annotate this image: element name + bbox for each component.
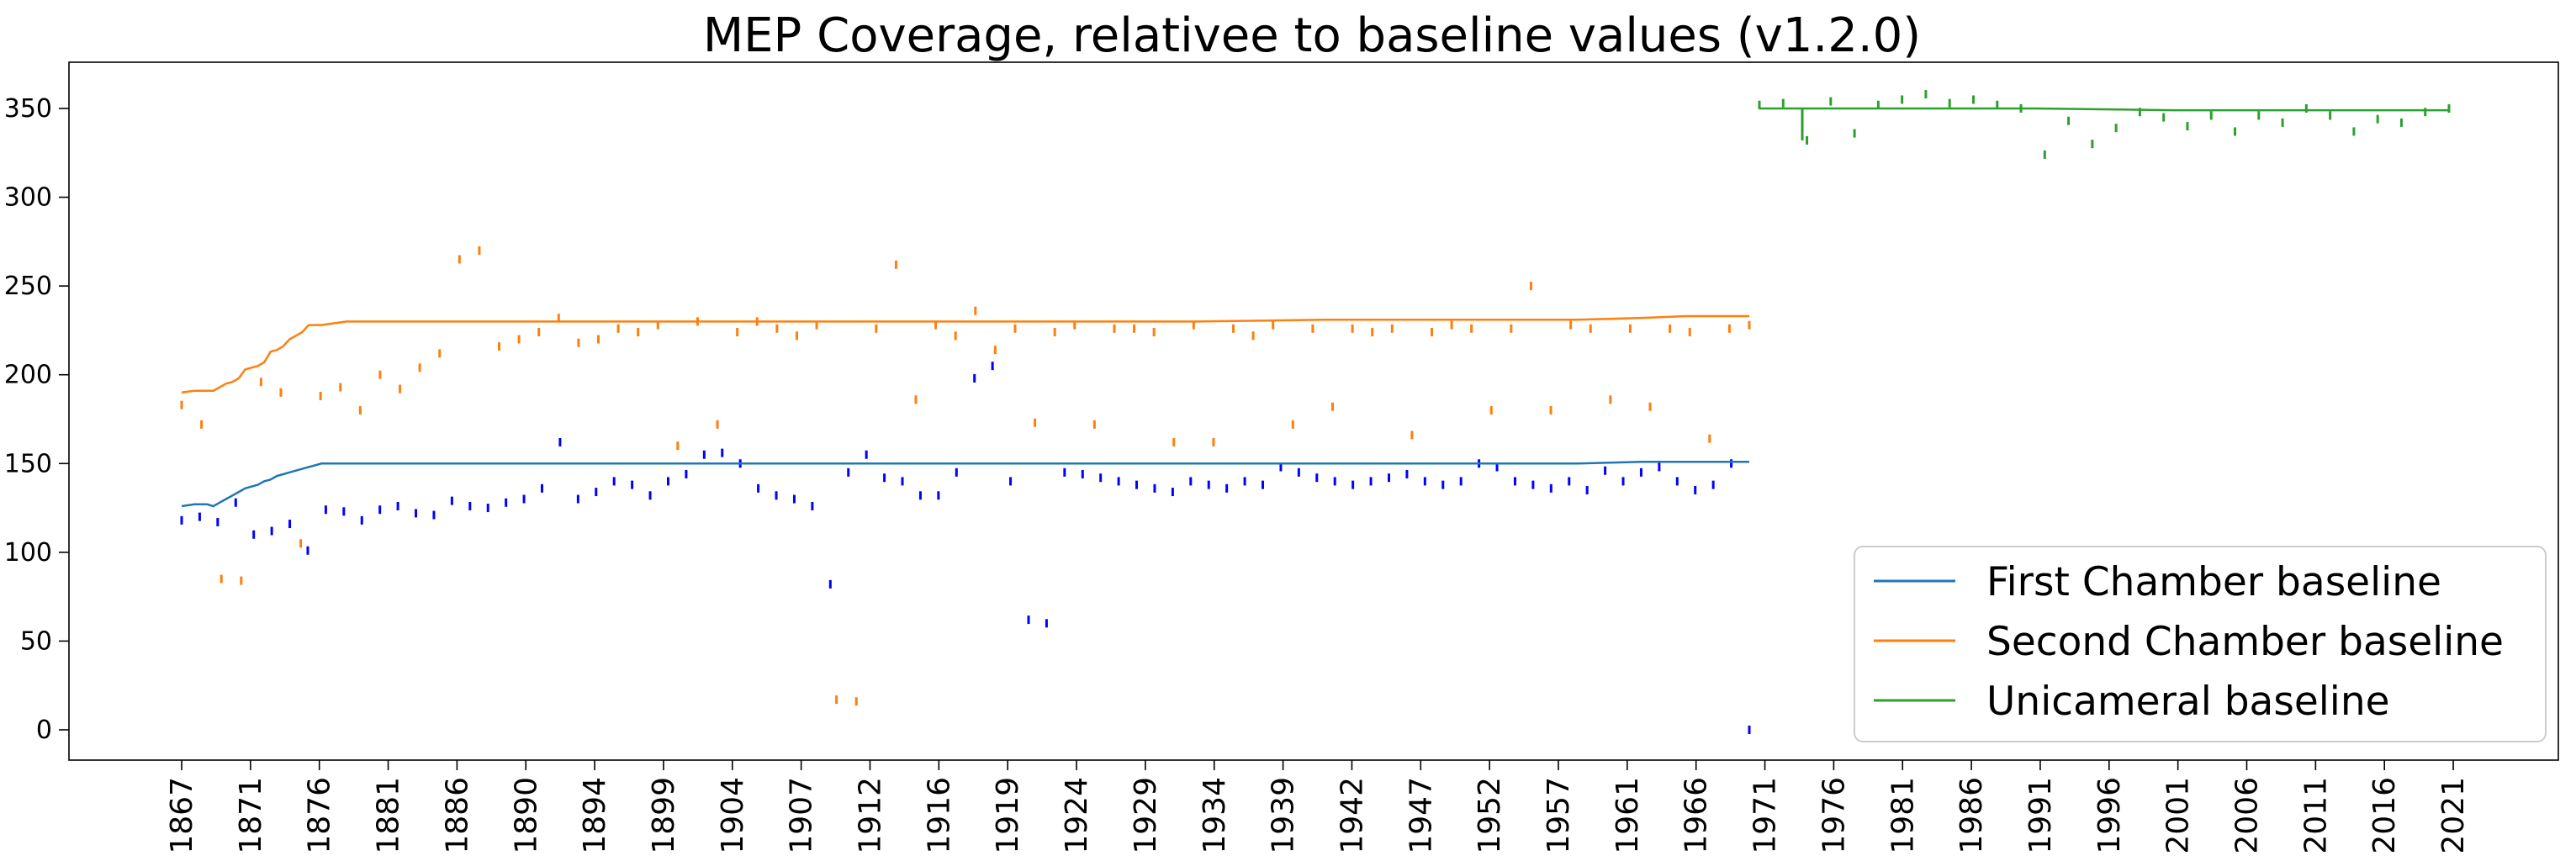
x-tick-label: 1912 xyxy=(854,777,888,854)
x-tick-label: 1934 xyxy=(1198,777,1232,854)
x-tick-label: 1916 xyxy=(922,777,956,854)
y-axis: 0 50 100 150 200 250 300 350 xyxy=(4,94,69,745)
y-tick-label: 150 xyxy=(4,449,52,478)
x-tick-label: 1957 xyxy=(1542,777,1576,854)
legend-label-unicameral: Unicameral baseline xyxy=(1986,679,2390,725)
x-tick-label: 1966 xyxy=(1679,777,1714,854)
x-tick-label: 1924 xyxy=(1060,777,1094,854)
x-tick-label: 2001 xyxy=(2161,777,2196,854)
x-tick-label: 2016 xyxy=(2367,777,2402,854)
y-tick-label: 200 xyxy=(4,361,52,390)
baseline-line-unicameral xyxy=(1759,107,2449,112)
x-tick-label: 1996 xyxy=(2092,777,2127,854)
x-tick-label: 1947 xyxy=(1404,777,1438,854)
baseline-line-second-chamber xyxy=(181,314,1749,394)
legend-label-second-chamber: Second Chamber baseline xyxy=(1986,619,2504,665)
x-tick-label: 1886 xyxy=(440,777,474,854)
baseline-line-first-chamber xyxy=(181,460,1749,508)
series-unicameral xyxy=(1758,90,2451,159)
y-tick-label: 0 xyxy=(36,716,52,745)
y-tick-label: 100 xyxy=(4,538,52,568)
series-first-chamber xyxy=(180,362,1751,734)
x-tick-label: 1929 xyxy=(1129,777,1163,854)
x-tick-label: 1867 xyxy=(165,777,199,854)
x-tick-label: 1899 xyxy=(647,777,681,854)
x-tick-label: 1881 xyxy=(372,777,406,854)
plot-area xyxy=(68,61,2559,761)
x-tick-label: 1876 xyxy=(303,777,337,854)
x-tick-label: 1976 xyxy=(1817,777,1851,854)
x-tick-label: 1971 xyxy=(1748,777,1783,854)
y-tick-label: 250 xyxy=(4,272,52,301)
x-tick-label: 2021 xyxy=(2436,777,2471,854)
x-tick-label: 1939 xyxy=(1267,777,1301,854)
legend: First Chamber baseline Second Chamber ba… xyxy=(1854,546,2547,742)
x-tick-label: 1961 xyxy=(1611,777,1645,854)
x-tick-label: 1981 xyxy=(1886,777,1920,854)
y-tick-label: 300 xyxy=(4,183,52,213)
x-tick-label: 1871 xyxy=(234,777,268,854)
x-tick-label: 2006 xyxy=(2230,777,2265,854)
legend-label-first-chamber: First Chamber baseline xyxy=(1986,559,2441,605)
x-tick-label: 1991 xyxy=(2023,777,2058,854)
x-axis: 1867 1871 1876 1881 1886 1890 1894 1899 1904 1907… xyxy=(165,760,2471,854)
series-second-chamber xyxy=(180,246,1751,706)
y-tick-label: 350 xyxy=(4,94,52,124)
x-tick-label: 1894 xyxy=(578,777,612,854)
x-tick-label: 1986 xyxy=(1954,777,1989,854)
x-tick-label: 1919 xyxy=(991,777,1025,854)
x-tick-label: 1890 xyxy=(509,777,543,854)
x-tick-label: 1952 xyxy=(1473,777,1507,854)
x-tick-label: 1942 xyxy=(1335,777,1369,854)
legend-frame xyxy=(1854,546,2547,742)
x-tick-label: 1904 xyxy=(716,777,750,854)
x-tick-label: 1907 xyxy=(785,777,819,854)
x-tick-label: 2011 xyxy=(2298,777,2333,854)
chart-title: MEP Coverage, relativee to baseline valu… xyxy=(703,8,1921,63)
series-layer xyxy=(180,90,2451,734)
y-tick-label: 50 xyxy=(20,626,52,656)
